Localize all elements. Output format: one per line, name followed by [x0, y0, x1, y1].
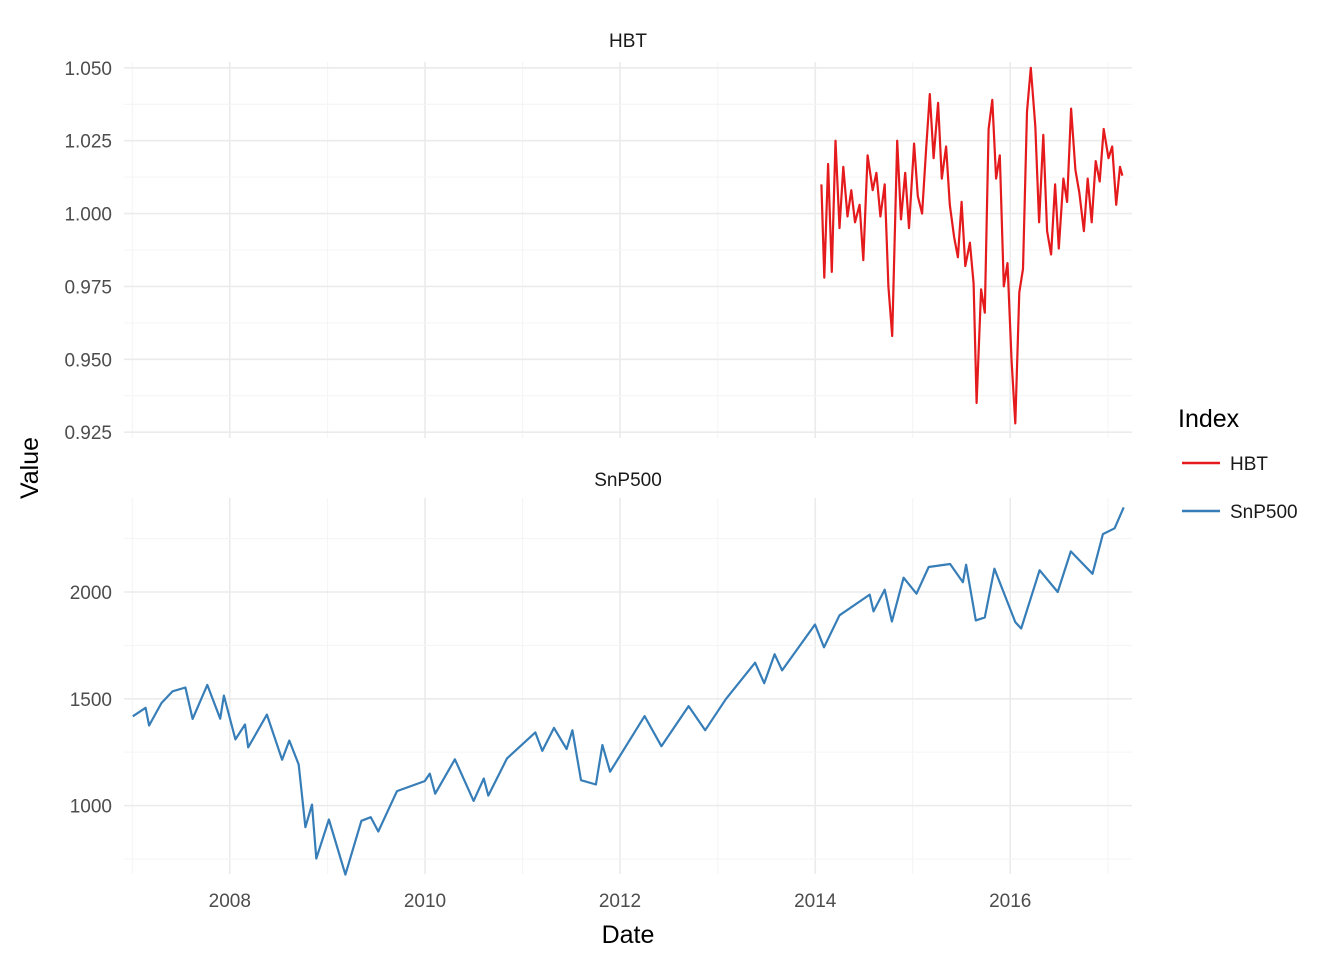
strip-label-hbt: HBT: [609, 31, 647, 52]
y-tick-label: 0.975: [64, 277, 112, 298]
y-tick-label: 1.000: [64, 205, 112, 226]
x-tick-label: 2012: [599, 891, 641, 912]
y-tick-label: 1.025: [64, 132, 112, 153]
y-tick-label: 1.050: [64, 59, 112, 80]
legend-label-snp500: SnP500: [1230, 502, 1298, 523]
x-tick-label: 2014: [794, 891, 837, 912]
y-tick-label: 2000: [70, 583, 112, 604]
y-tick-label: 1000: [70, 797, 112, 818]
panel-snp500-y-tick-labels: 1000 1500 2000: [70, 583, 112, 818]
x-tick-label: 2008: [209, 891, 251, 912]
panel-hbt-gridlines: [124, 62, 1132, 438]
legend-title: Index: [1178, 405, 1240, 433]
x-axis-tick-labels: 2008 2010 2012 2014 2016: [209, 891, 1032, 912]
panel-snp500-gridlines: [124, 498, 1132, 874]
y-tick-label: 1500: [70, 690, 112, 711]
legend-label-hbt: HBT: [1230, 454, 1268, 475]
panel-hbt: HBT 0.925 0.950 0.975 1.000 1.025 1.050: [64, 31, 1132, 444]
y-axis-title: Value: [16, 437, 44, 499]
x-axis-title: Date: [602, 921, 655, 949]
panel-snp500: SnP500 1000 1500 2000: [70, 470, 1132, 876]
x-tick-label: 2016: [989, 891, 1031, 912]
hbt-series-line: [820, 66, 1124, 425]
x-tick-label: 2010: [404, 891, 446, 912]
y-tick-label: 0.925: [64, 423, 112, 444]
panel-hbt-y-tick-labels: 0.925 0.950 0.975 1.000 1.025 1.050: [64, 59, 112, 444]
strip-label-snp500: SnP500: [594, 470, 662, 491]
y-tick-label: 0.950: [64, 350, 112, 371]
legend: Index HBT SnP500: [1178, 405, 1298, 523]
snp500-series-line: [132, 506, 1125, 876]
